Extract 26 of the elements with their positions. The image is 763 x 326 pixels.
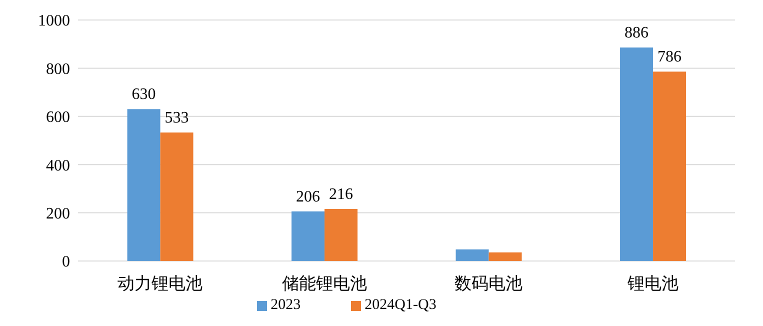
- bar: [127, 109, 160, 261]
- bar: [292, 211, 325, 261]
- y-tick-label: 0: [62, 254, 70, 271]
- y-tick-label: 600: [46, 109, 70, 126]
- data-label: 786: [658, 48, 682, 66]
- data-label: 886: [624, 24, 649, 42]
- y-tick-label: 200: [46, 205, 70, 222]
- bar: [324, 208, 358, 261]
- y-tick-label: 800: [46, 60, 70, 78]
- legend-label: 2024Q1-Q3: [364, 297, 436, 313]
- y-tick-label: 400: [46, 157, 70, 174]
- bar: [653, 72, 686, 261]
- x-tick-label: 锂电池: [626, 274, 678, 294]
- legend-label: 2023: [270, 297, 301, 313]
- data-label: 206: [296, 188, 320, 206]
- data-label: 533: [164, 110, 189, 127]
- x-tick-label: 动力锂电池: [118, 274, 203, 294]
- x-tick-label: 储能锂电池: [282, 274, 367, 294]
- bar: [456, 249, 489, 261]
- data-label: 630: [132, 86, 156, 104]
- bar: [620, 47, 654, 261]
- bar: [160, 132, 194, 261]
- data-label: 216: [329, 186, 354, 203]
- bar: [488, 252, 522, 261]
- y-tick-label: 1000: [38, 12, 70, 30]
- x-tick-label: 数码电池: [454, 274, 523, 294]
